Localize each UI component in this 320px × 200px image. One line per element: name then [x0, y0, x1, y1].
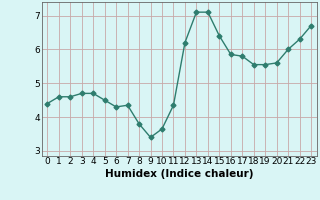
X-axis label: Humidex (Indice chaleur): Humidex (Indice chaleur) — [105, 169, 253, 179]
